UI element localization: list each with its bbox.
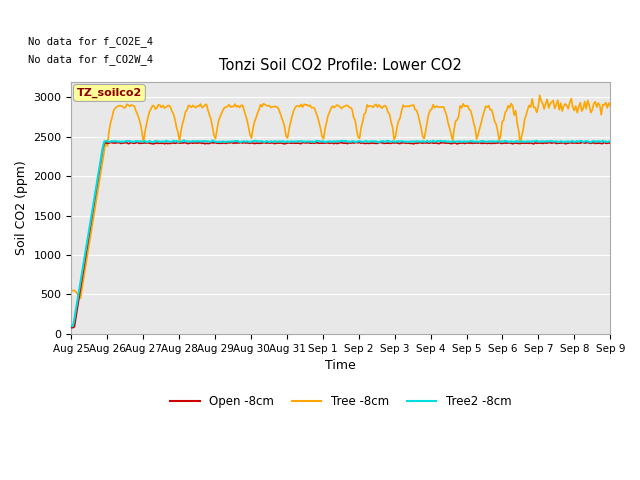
Y-axis label: Soil CO2 (ppm): Soil CO2 (ppm) bbox=[15, 160, 28, 255]
Text: No data for f_CO2E_4: No data for f_CO2E_4 bbox=[28, 36, 154, 47]
X-axis label: Time: Time bbox=[326, 359, 356, 372]
Legend: Open -8cm, Tree -8cm, Tree2 -8cm: Open -8cm, Tree -8cm, Tree2 -8cm bbox=[166, 390, 516, 413]
Title: Tonzi Soil CO2 Profile: Lower CO2: Tonzi Soil CO2 Profile: Lower CO2 bbox=[220, 59, 462, 73]
Text: No data for f_CO2W_4: No data for f_CO2W_4 bbox=[28, 54, 154, 65]
Text: TZ_soilco2: TZ_soilco2 bbox=[77, 88, 142, 98]
